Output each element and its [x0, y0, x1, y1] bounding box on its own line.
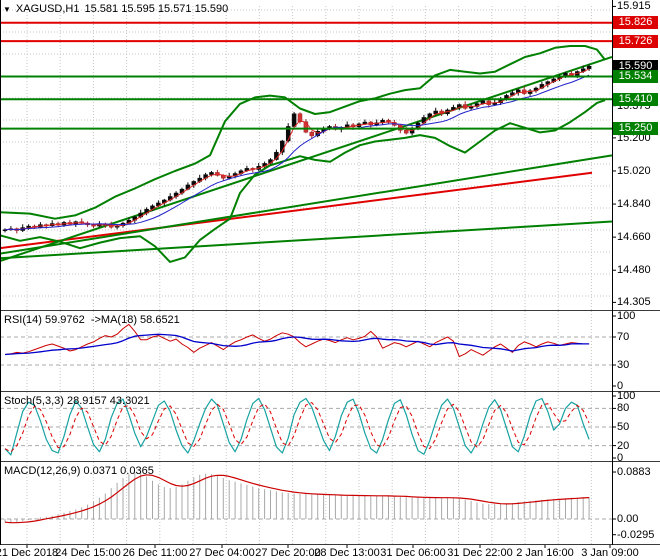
macd-signal-line [4, 474, 590, 524]
price-label: 15.020 [617, 164, 651, 177]
time-label: 27 Dec 04:00 [189, 547, 255, 559]
pane-borders [0, 0, 660, 545]
axis-ticks [26, 5, 616, 548]
time-label: 31 Dec 22:00 [447, 547, 513, 559]
price-label: 14.480 [617, 264, 651, 277]
time-label: 24 Dec 15:00 [55, 547, 121, 559]
price-badge-resistance: 15.726 [613, 34, 658, 48]
stoch-scale-label: 80 [617, 402, 630, 415]
trendlines-layer [0, 56, 613, 262]
price-badge-resistance: 15.826 [613, 16, 658, 30]
ohlc-quote-label: 15.581 15.595 15.571 15.590 [84, 3, 229, 15]
stoch-pane-header: Stoch(5,3,3) 28.9157 43.3021 [4, 395, 150, 407]
rsi-scale-label: 70 [617, 331, 630, 343]
chart-title: ▼ XAGUSD,H1 15.581 15.595 15.571 15.590 [3, 3, 228, 15]
price-badge-current-price: 15.590 [613, 59, 658, 73]
stoch-lines [4, 397, 590, 456]
level-lines [0, 21, 612, 130]
rsi-scale-label: 0 [617, 380, 624, 392]
stoch-scale-label: 0 [617, 452, 624, 464]
time-label: 28 Dec 13:00 [314, 547, 380, 559]
stoch-scale-label: 50 [617, 421, 630, 433]
price-label: 14.840 [617, 198, 651, 211]
time-label: 2 Jan 16:00 [516, 547, 574, 559]
ma-lines [4, 68, 590, 231]
rsi-scale-label: 100 [617, 310, 636, 322]
stoch-scale-label: 100 [617, 390, 636, 402]
time-label: 27 Dec 20:00 [255, 547, 321, 559]
symbol-period-label: XAGUSD,H1 [15, 3, 80, 15]
symbol-dropdown-icon[interactable]: ▼ [3, 4, 11, 14]
macd-scale-label: -0.0295 [617, 528, 655, 541]
macd-histogram [4, 472, 590, 524]
price-badge-support: 15.250 [613, 122, 658, 136]
price-label: 15.915 [617, 0, 651, 13]
time-label: 31 Dec 06:00 [380, 547, 446, 559]
macd-pane-header: MACD(12,26,9) 0.0371 0.0365 [4, 465, 154, 477]
time-label: 21 Dec 2018 [0, 547, 59, 559]
macd-scale-label: 0.00 [617, 513, 639, 525]
price-badge-support: 15.410 [613, 92, 658, 106]
price-label: 14.660 [617, 231, 651, 244]
bollinger-bands [0, 45, 606, 263]
rsi-lines [4, 323, 590, 358]
time-label: 3 Jan 09:00 [581, 547, 639, 559]
macd-scale-label: 0.0883 [617, 466, 651, 479]
time-label: 26 Dec 11:00 [122, 547, 188, 559]
price-label: 14.305 [617, 296, 651, 309]
rsi-pane-header: RSI(14) 59.9762 ->MA(18) 58.6521 [4, 314, 180, 326]
stoch-scale-label: 20 [617, 439, 630, 452]
rsi-scale-label: 30 [617, 359, 630, 371]
price-badge-support: 15.534 [613, 69, 658, 83]
